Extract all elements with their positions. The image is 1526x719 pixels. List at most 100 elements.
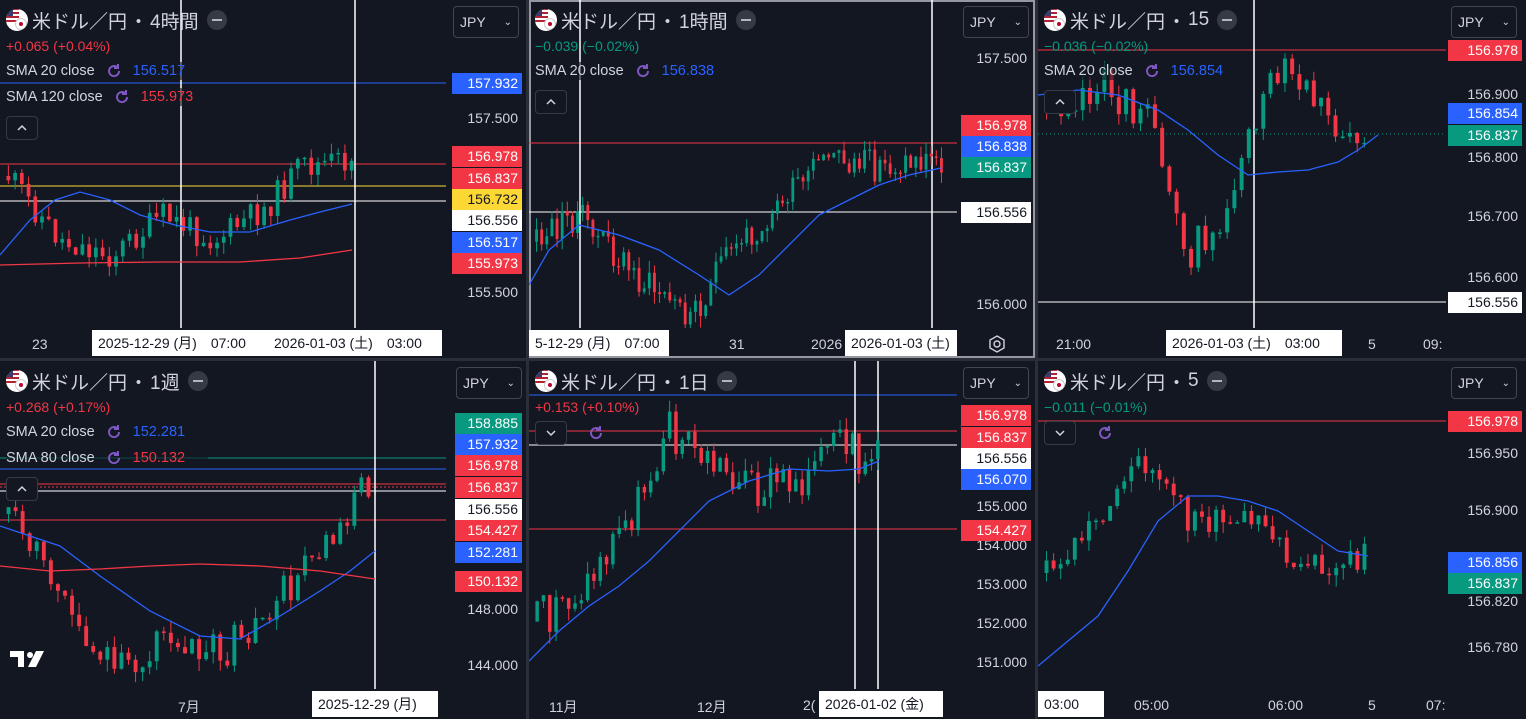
- price-scale-tick: 153.000: [976, 576, 1027, 592]
- candle-body: [1341, 564, 1346, 569]
- price-scale-tick: 155.500: [467, 284, 518, 300]
- indicator-sma-20[interactable]: SMA 20 close 156.517: [6, 62, 227, 80]
- minus-icon[interactable]: [187, 371, 208, 391]
- chart-plot-area[interactable]: [0, 361, 446, 689]
- chart-panel-15m[interactable]: 米ドル／円 ・ 15 −0.036 (−0.02%) SMA 20 close …: [1038, 0, 1526, 358]
- chart-plot-area[interactable]: [529, 0, 957, 328]
- cycle-icon[interactable]: [105, 423, 123, 441]
- time-axis-label: 03:00: [1038, 691, 1104, 717]
- candle-body: [211, 634, 216, 653]
- candle-body: [1340, 136, 1345, 139]
- interval-label[interactable]: 1日: [679, 372, 709, 394]
- currency-dropdown[interactable]: JPY ⌄: [1451, 6, 1517, 38]
- price-scale-tick: 157.500: [467, 110, 518, 126]
- tradingview-logo-icon[interactable]: [10, 649, 48, 669]
- candle-body: [811, 158, 815, 171]
- price-axis-label: 156.517: [452, 232, 522, 253]
- collapse-legend-button[interactable]: [1044, 90, 1076, 114]
- candle-body: [183, 647, 187, 654]
- candle-body: [934, 156, 938, 159]
- chart-panel-4h[interactable]: 米ドル／円 ・ 4時間 +0.065 (+0.04%) SMA 20 close…: [0, 0, 526, 358]
- candle-body: [6, 176, 11, 181]
- chart-panel-1d[interactable]: 米ドル／円 ・ 1日 +0.153 (+0.10%) JPY ⌄ 155.000 1…: [529, 361, 1035, 719]
- indicator-name: SMA 20 close: [1044, 63, 1133, 79]
- cycle-icon[interactable]: [587, 424, 605, 442]
- indicator-sma-120[interactable]: SMA 120 close 155.973: [6, 88, 227, 106]
- cycle-icon[interactable]: [1143, 62, 1161, 80]
- chart-plot-area[interactable]: [0, 0, 446, 328]
- cycle-icon[interactable]: [105, 62, 123, 80]
- expand-legend-button[interactable]: [535, 421, 567, 445]
- settings-gear-icon[interactable]: [987, 334, 1007, 354]
- currency-dropdown[interactable]: JPY ⌄: [963, 367, 1029, 399]
- candle-body: [331, 534, 336, 544]
- candle-body: [1087, 87, 1092, 104]
- cycle-icon[interactable]: [113, 88, 131, 106]
- interval-label[interactable]: 4時間: [150, 11, 199, 33]
- chevron-up-icon: [1055, 98, 1065, 105]
- candle-body: [775, 468, 779, 483]
- symbol-name[interactable]: 米ドル／円: [561, 372, 657, 394]
- candle-body: [550, 218, 554, 237]
- candle-body: [359, 477, 364, 493]
- candle-body: [576, 211, 579, 233]
- minus-icon[interactable]: [1217, 10, 1238, 30]
- candle-body: [755, 241, 759, 245]
- candle-body: [924, 153, 928, 170]
- expand-legend-button[interactable]: [1044, 421, 1076, 445]
- interval-label[interactable]: 5: [1188, 370, 1199, 391]
- chart-panel-1h[interactable]: 米ドル／円 ・ 1時間 −0.039 (−0.02%) SMA 20 close…: [529, 0, 1035, 358]
- time-axis-label: 5-12-29 (月) 07:00: [529, 330, 669, 356]
- collapse-legend-button[interactable]: [6, 116, 38, 140]
- minus-icon[interactable]: [206, 10, 227, 30]
- minus-icon[interactable]: [735, 10, 756, 30]
- candle-body: [188, 217, 192, 231]
- interval-label[interactable]: 1週: [150, 372, 180, 394]
- candle-body: [77, 614, 82, 627]
- chart-plot-area[interactable]: [1038, 361, 1446, 689]
- candle-body: [1116, 97, 1121, 115]
- symbol-name[interactable]: 米ドル／円: [1070, 11, 1166, 33]
- candle-body: [756, 472, 760, 506]
- chart-plot-area[interactable]: [1038, 0, 1446, 328]
- candle-body: [832, 152, 836, 158]
- chart-panel-5m[interactable]: 米ドル／円 ・ 5 −0.011 (−0.01%) JPY ⌄ 156.950 15…: [1038, 361, 1526, 719]
- cycle-icon[interactable]: [105, 449, 123, 467]
- minus-icon[interactable]: [1206, 371, 1227, 391]
- currency-dropdown[interactable]: JPY ⌄: [963, 6, 1029, 38]
- symbol-name[interactable]: 米ドル／円: [32, 372, 128, 394]
- price-axis-label: 156.837: [1448, 125, 1522, 146]
- currency-dropdown[interactable]: JPY ⌄: [456, 367, 522, 399]
- candle-body: [663, 292, 667, 295]
- collapse-legend-button[interactable]: [6, 477, 38, 501]
- cycle-icon[interactable]: [1096, 424, 1114, 442]
- candle-body: [174, 216, 179, 222]
- candle-body: [215, 242, 219, 249]
- cycle-icon[interactable]: [634, 62, 652, 80]
- candle-body: [1282, 58, 1287, 84]
- chart-panel-1w[interactable]: 米ドル／円 ・ 1週 +0.268 (+0.17%) SMA 20 close …: [0, 361, 526, 719]
- symbol-name[interactable]: 米ドル／円: [1070, 372, 1166, 394]
- indicator-name: SMA 120 close: [6, 89, 103, 105]
- currency-dropdown[interactable]: JPY ⌄: [453, 6, 519, 38]
- candle-body: [1115, 488, 1120, 507]
- candle-body: [34, 541, 39, 551]
- candle-body: [768, 468, 773, 498]
- chart-plot-area[interactable]: [529, 361, 957, 689]
- sma-line: [0, 191, 353, 256]
- candle-body: [1108, 506, 1113, 521]
- currency-dropdown[interactable]: JPY ⌄: [1451, 367, 1517, 399]
- interval-label[interactable]: 15: [1188, 9, 1210, 30]
- minus-icon[interactable]: [716, 371, 737, 391]
- indicator-sma-20[interactable]: SMA 20 close 152.281: [6, 423, 208, 441]
- symbol-name[interactable]: 米ドル／円: [32, 11, 128, 33]
- candle-body: [731, 472, 735, 490]
- price-axis-label: 156.556: [1448, 292, 1522, 313]
- collapse-legend-button[interactable]: [535, 90, 567, 114]
- interval-label[interactable]: 1時間: [679, 11, 728, 33]
- indicator-sma-80[interactable]: SMA 80 close 150.132: [6, 449, 208, 467]
- price-change: −0.011 (−0.01%): [1044, 399, 1148, 415]
- symbol-name[interactable]: 米ドル／円: [561, 11, 657, 33]
- indicator-sma-20[interactable]: SMA 20 close 156.854: [1044, 62, 1238, 80]
- indicator-sma-20[interactable]: SMA 20 close 156.838: [535, 62, 756, 80]
